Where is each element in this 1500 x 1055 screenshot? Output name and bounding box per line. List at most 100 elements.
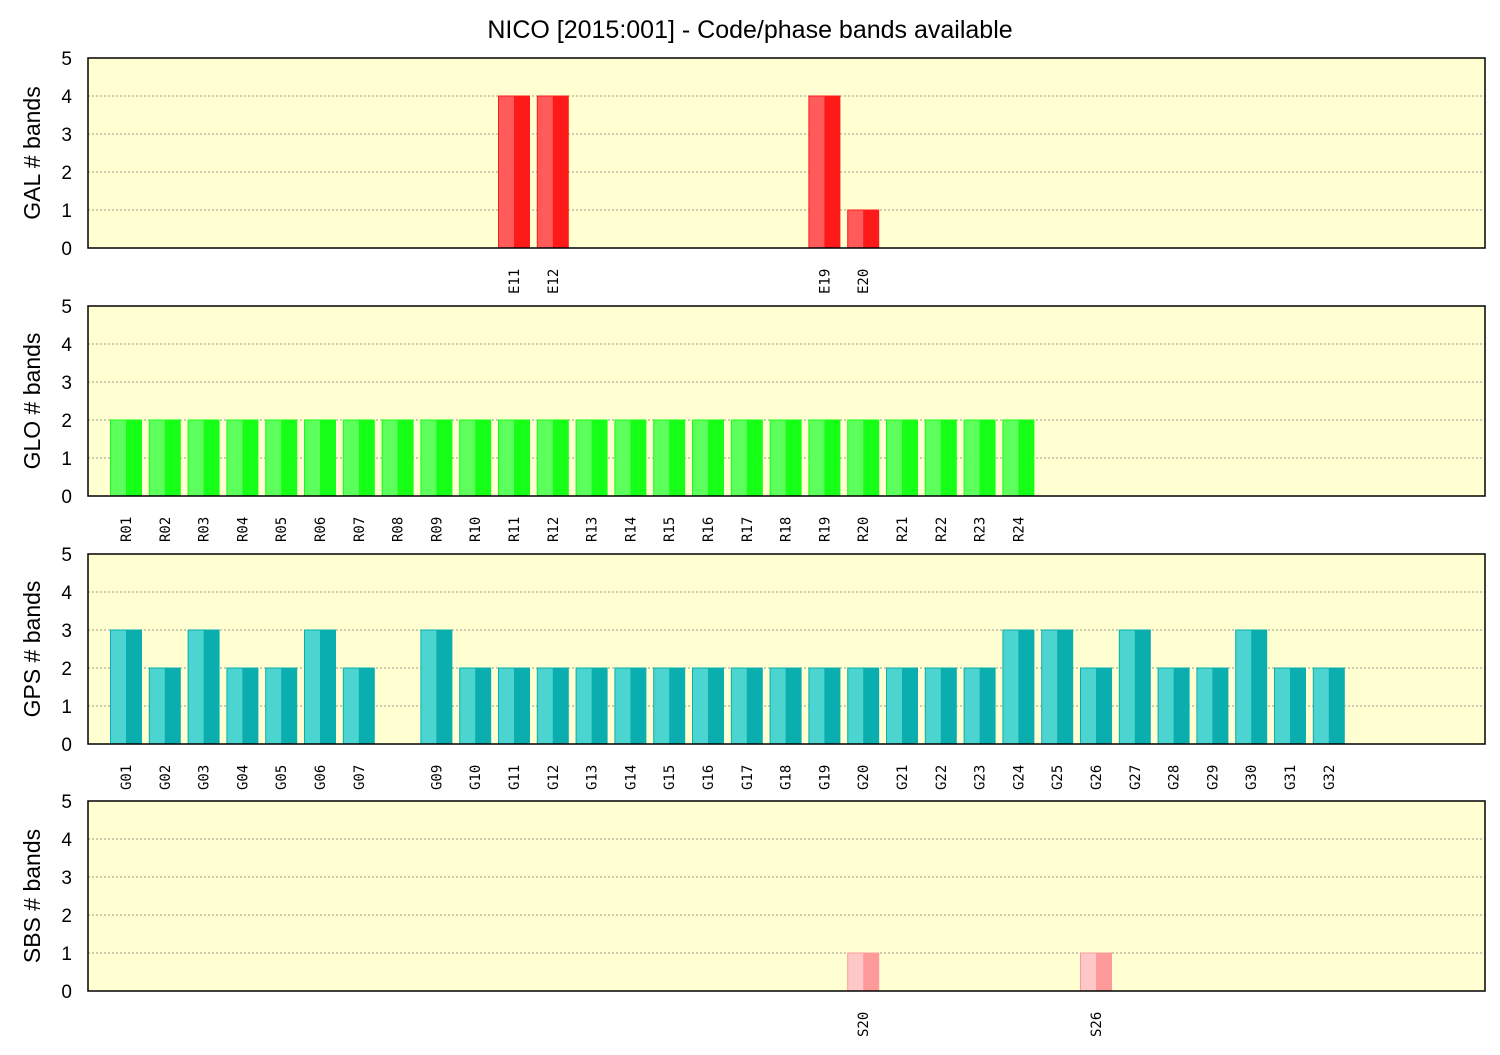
x-tick-label: G17	[740, 765, 756, 790]
x-tick-label: R10	[468, 517, 484, 542]
y-tick-label: 1	[61, 697, 72, 718]
bar-highlight	[537, 420, 553, 496]
bar-highlight	[420, 630, 437, 744]
bar-highlight	[343, 420, 359, 496]
chart-title: NICO [2015:001] - Code/phase bands avail…	[487, 16, 1012, 44]
bar-R15	[653, 419, 686, 497]
bar-R08	[381, 419, 414, 497]
bar-E19	[808, 95, 841, 249]
x-tick-label: G11	[507, 765, 523, 790]
bar-G09	[420, 629, 453, 745]
bar-highlight	[808, 96, 825, 248]
bar-highlight	[1235, 630, 1252, 744]
y-tick-label: 5	[61, 792, 72, 813]
bar-R11	[498, 419, 530, 497]
bar-G16	[692, 667, 724, 745]
bar-highlight	[770, 668, 786, 744]
bar-highlight	[576, 668, 592, 744]
y-tick-label: 4	[61, 583, 72, 604]
y-axis-label: GPS # bands	[19, 581, 45, 718]
bar-G24	[1002, 629, 1035, 745]
x-tick-label: G07	[352, 765, 368, 790]
bar-highlight	[847, 953, 864, 991]
bar-G31	[1274, 667, 1306, 745]
bar-highlight	[537, 668, 553, 744]
bar-highlight	[188, 420, 204, 496]
x-tick-label: R05	[274, 517, 290, 542]
y-tick-label: 1	[61, 944, 72, 965]
plot-frame	[87, 57, 1486, 249]
bar-R04	[226, 419, 259, 497]
x-tick-label: G12	[546, 765, 562, 790]
x-tick-label: G05	[274, 765, 290, 790]
bar-highlight	[925, 420, 941, 496]
plot-frame	[87, 553, 1486, 745]
x-tick-label: G24	[1011, 765, 1027, 790]
bar-E12	[536, 95, 569, 249]
x-tick-label: R04	[235, 517, 251, 542]
x-tick-label: R18	[779, 517, 795, 542]
bar-G11	[498, 667, 530, 745]
panel-3: S20 S26 0 1 2 3 4 5 SBS # bands	[19, 792, 1486, 1037]
x-tick-label: G18	[779, 765, 795, 790]
bar-G30	[1235, 629, 1268, 745]
bar-highlight	[847, 668, 864, 744]
bar-R03	[187, 419, 220, 497]
x-tick-label: S20	[856, 1012, 872, 1037]
y-axis-label: SBS # bands	[19, 829, 45, 963]
bar-R21	[886, 419, 918, 497]
bar-highlight	[1002, 630, 1019, 744]
x-tick-label: G01	[119, 765, 135, 790]
bar-R05	[265, 419, 298, 497]
x-tick-label: G06	[313, 765, 329, 790]
y-tick-label: 5	[61, 49, 72, 70]
bar-G27	[1118, 629, 1151, 745]
bar-highlight	[382, 420, 398, 496]
bar-highlight	[537, 96, 553, 248]
x-tick-label: G16	[701, 765, 717, 790]
bar-highlight	[808, 420, 825, 496]
bar-highlight	[576, 420, 592, 496]
x-tick-label: R21	[895, 517, 911, 542]
bar-highlight	[964, 420, 980, 496]
bar-R18	[769, 419, 802, 497]
x-tick-label: G04	[235, 765, 251, 790]
y-tick-label: 4	[61, 87, 72, 108]
x-tick-label: G10	[468, 765, 484, 790]
bar-highlight	[1080, 668, 1096, 744]
x-tick-label: R24	[1011, 517, 1027, 542]
bar-R23	[963, 419, 996, 497]
bar-G14	[614, 667, 647, 745]
bar-G23	[963, 667, 996, 745]
x-tick-label: R02	[158, 517, 174, 542]
x-tick-label: R16	[701, 517, 717, 542]
bar-S20	[847, 952, 880, 992]
x-tick-label: R06	[313, 517, 329, 542]
bar-G19	[808, 667, 841, 745]
bar-G04	[226, 667, 259, 745]
plot-frame	[87, 305, 1486, 497]
x-tick-label: S26	[1089, 1012, 1105, 1037]
y-axis-label: GLO # bands	[19, 333, 45, 470]
x-tick-label: R07	[352, 517, 368, 542]
bar-highlight	[304, 630, 320, 744]
bar-highlight	[731, 420, 747, 496]
bar-E11	[498, 95, 530, 249]
bar-highlight	[886, 420, 902, 496]
bar-G18	[769, 667, 802, 745]
x-tick-label: G32	[1322, 765, 1338, 790]
bar-R22	[924, 419, 957, 497]
x-tick-label: R01	[119, 517, 135, 542]
bar-R10	[459, 419, 492, 497]
bar-R16	[692, 419, 724, 497]
bar-R13	[575, 419, 608, 497]
x-tick-label: G30	[1244, 765, 1260, 790]
bar-highlight	[149, 420, 165, 496]
bar-E20	[847, 209, 880, 249]
plot-background	[88, 58, 1485, 248]
bar-R19	[808, 419, 841, 497]
x-tick-label: G02	[158, 765, 174, 790]
bar-highlight	[498, 96, 514, 248]
